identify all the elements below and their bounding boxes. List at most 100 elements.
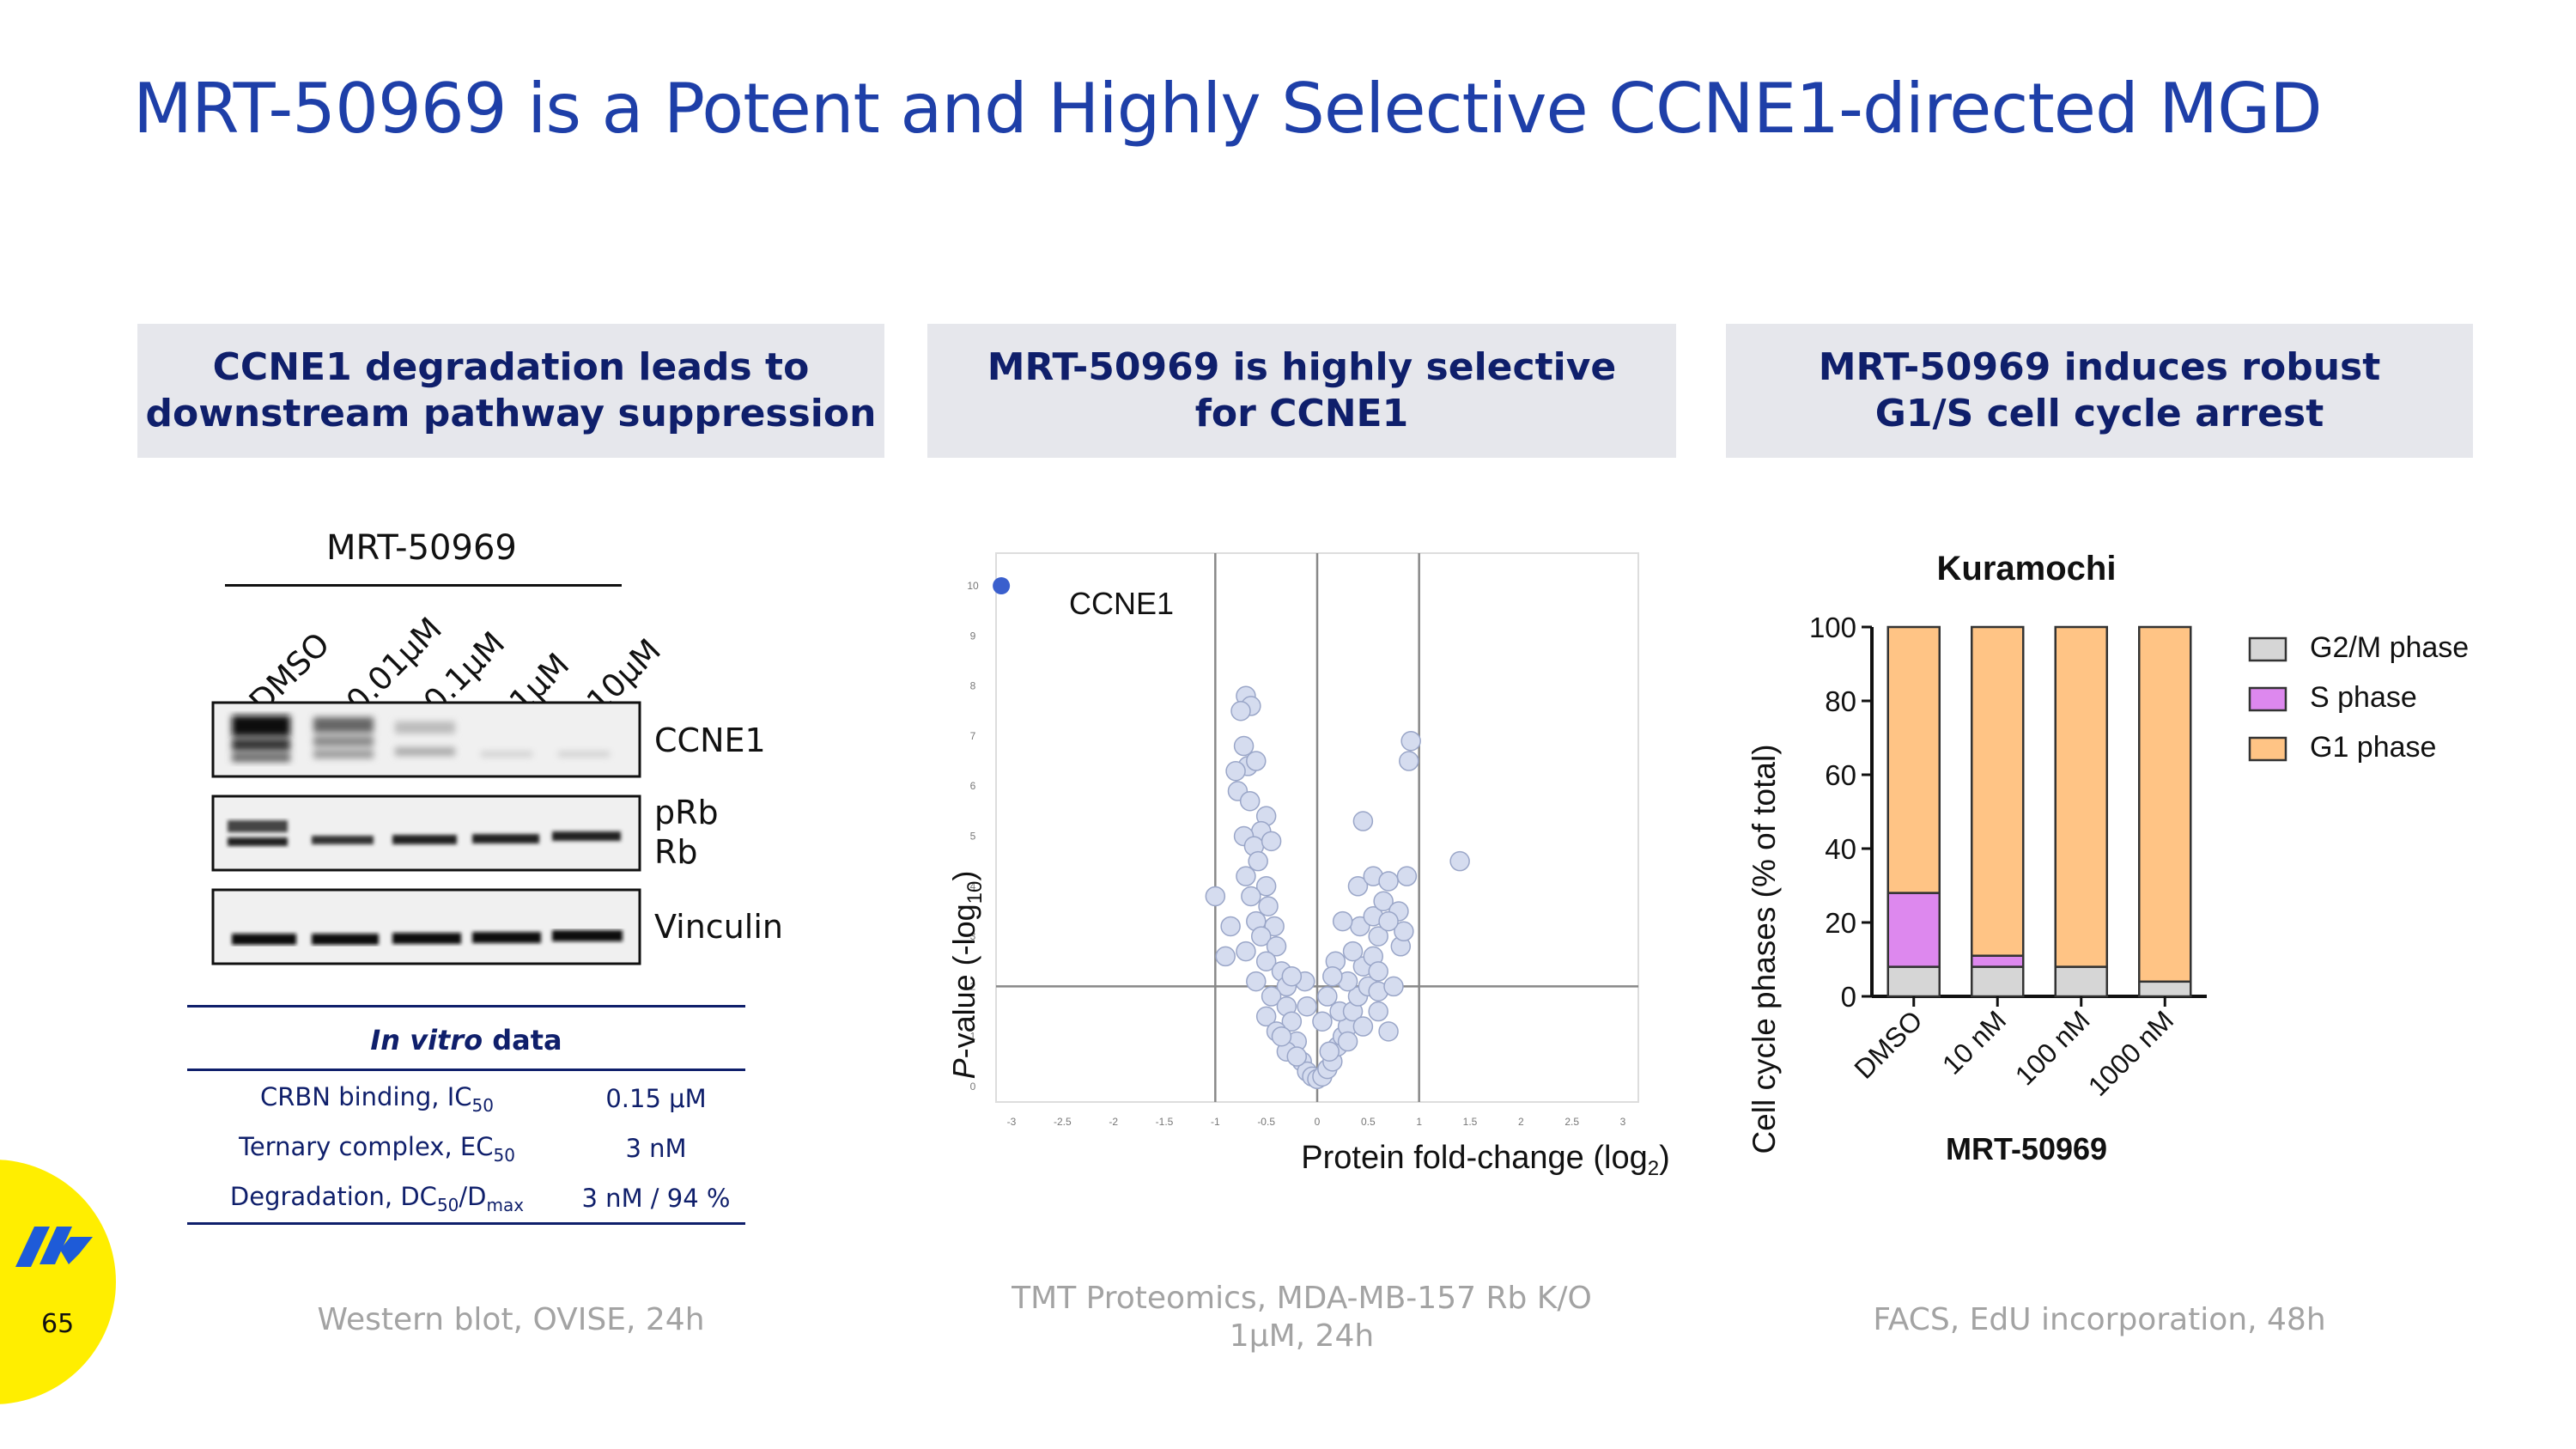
protein-point: [1215, 946, 1236, 967]
x-tick-label: -2.5: [1054, 1116, 1072, 1128]
protein-point: [1378, 910, 1399, 932]
protein-point: [1255, 951, 1277, 971]
x-tick-label: 100 nM: [2009, 1004, 2096, 1091]
panel-header-line2: for CCNE1: [1194, 392, 1409, 435]
legend-swatch: [2248, 736, 2287, 762]
protein-point: [1255, 876, 1277, 897]
invitro-header-em: In vitro: [370, 1024, 483, 1056]
invitro-value: 3 nM / 94 %: [581, 1184, 731, 1213]
y-tick-label: 40: [1825, 833, 1856, 865]
protein-point: [1205, 886, 1226, 907]
y-tick-label: 4: [970, 880, 976, 892]
protein-point: [1317, 986, 1338, 1007]
y-tick-label: 7: [970, 730, 976, 742]
x-tick-label: -3: [1007, 1116, 1017, 1128]
protein-point: [1352, 811, 1374, 831]
protein-point: [1271, 1026, 1292, 1047]
x-tick-label: -1.5: [1156, 1116, 1174, 1128]
x-tick-label: 2: [1518, 1116, 1524, 1128]
protein-point: [1449, 850, 1470, 872]
protein-point: [1368, 961, 1388, 982]
protein-point: [1368, 926, 1388, 947]
y-tick-label: 9: [970, 630, 976, 642]
x-axis-label: Protein fold-change (log2): [1301, 1140, 1670, 1180]
page-title: MRT-50969 is a Potent and Highly Selecti…: [133, 69, 2323, 149]
protein-point: [1230, 701, 1251, 721]
x-axis-label: MRT-50969: [1946, 1131, 2107, 1166]
legend-swatch: [2248, 636, 2287, 662]
x-tick-label: 10 nM: [1936, 1004, 2012, 1080]
protein-point: [1239, 790, 1261, 812]
footer-line2: 1μM, 24h: [1229, 1318, 1375, 1354]
y-tick-label: 10: [967, 580, 979, 592]
bar-segment: [2138, 625, 2192, 983]
protein-point: [1394, 921, 1414, 942]
y-axis-label: P-value (-log10): [946, 871, 987, 1080]
y-tick-label: 8: [970, 680, 976, 692]
legend-label: S phase: [2310, 681, 2417, 714]
protein-point: [1258, 896, 1279, 916]
blot-label-prb: pRb: [654, 794, 719, 831]
protein-point: [1236, 941, 1256, 962]
protein-point: [1281, 965, 1303, 987]
legend-label: G2/M phase: [2310, 631, 2469, 664]
western-compound-label: MRT-50969: [326, 528, 517, 568]
x-tick-label: 0.5: [1361, 1116, 1376, 1128]
volcano-plot: -3 -2.5 -2 -1.5 -1 -0.5 0 0.5 1 1.5 2 2.5 3 0 1 2 3 4 5 6 7 8…: [946, 552, 1670, 1180]
protein-point: [1378, 1021, 1399, 1042]
x-tick-label: 1: [1416, 1116, 1422, 1128]
invitro-label: CRBN binding, IC50: [260, 1081, 494, 1116]
table-row: CRBN binding, IC50 0.15 μM: [187, 1074, 745, 1123]
y-tick-label: 100: [1809, 612, 1856, 643]
table-bottom-rule: [187, 1222, 745, 1225]
protein-point: [1352, 1016, 1374, 1037]
protein-point: [1373, 891, 1394, 912]
footer-facs: FACS, EdU incorporation, 48h: [1873, 1302, 2326, 1337]
protein-point: [1220, 916, 1241, 937]
invitro-label: Degradation, DC50/Dmax: [229, 1181, 525, 1215]
protein-point: [1236, 866, 1256, 886]
table-top-rule: [187, 1005, 745, 1008]
protein-point: [1241, 886, 1261, 907]
table-mid-rule: [187, 1068, 745, 1071]
protein-point: [1337, 1031, 1358, 1052]
protein-point: [1286, 1046, 1308, 1067]
x-tick-label: 3: [1620, 1116, 1626, 1128]
protein-point: [1342, 941, 1364, 962]
protein-point: [1297, 995, 1317, 1017]
page-number: 65: [41, 1309, 75, 1339]
x-tick-label: 1000 nM: [2082, 1004, 2180, 1102]
protein-point: [1378, 871, 1399, 892]
legend-label: G1 phase: [2310, 731, 2436, 764]
footer-line1: TMT Proteomics, MDA-MB-157 Rb K/O: [1012, 1281, 1592, 1316]
brand-circle: [0, 1160, 116, 1404]
western-blot-image: [211, 701, 641, 965]
x-tick-label: 2.5: [1564, 1116, 1579, 1128]
highlight-label: CCNE1: [1069, 586, 1174, 621]
protein-point: [1261, 831, 1282, 852]
protein-point: [1246, 751, 1267, 771]
y-tick-label: 80: [1825, 685, 1856, 717]
protein-point: [1368, 1001, 1388, 1022]
footer-proteomics: TMT Proteomics, MDA-MB-157 Rb K/O 1μM, 2…: [927, 1280, 1676, 1355]
bar-segment: [1971, 965, 2025, 998]
protein-point: [1399, 751, 1419, 771]
x-tick-label: -2: [1109, 1116, 1118, 1128]
legend-swatch: [2248, 686, 2287, 712]
bar-segment: [2054, 965, 2108, 998]
protein-point: [1261, 986, 1282, 1007]
y-tick-label: 1: [970, 1031, 976, 1043]
protein-point: [1281, 1011, 1303, 1032]
y-tick-label: 0: [970, 1081, 976, 1093]
y-tick-label: 5: [970, 831, 976, 843]
x-tick-label: -1: [1211, 1116, 1220, 1128]
invitro-table: CRBN binding, IC50 0.15 μM Ternary compl…: [187, 1074, 745, 1223]
invitro-value: 0.15 μM: [605, 1084, 707, 1113]
chart-title: Kuramochi: [1937, 550, 2117, 588]
x-tick-label: DMSO: [1848, 1004, 1928, 1084]
y-tick-label: 0: [1841, 981, 1856, 1013]
protein-point: [1383, 976, 1404, 997]
table-row: Degradation, DC50/Dmax 3 nM / 94 %: [187, 1173, 745, 1223]
y-tick-label: 20: [1825, 907, 1856, 939]
x-tick-label: 0: [1315, 1116, 1321, 1128]
